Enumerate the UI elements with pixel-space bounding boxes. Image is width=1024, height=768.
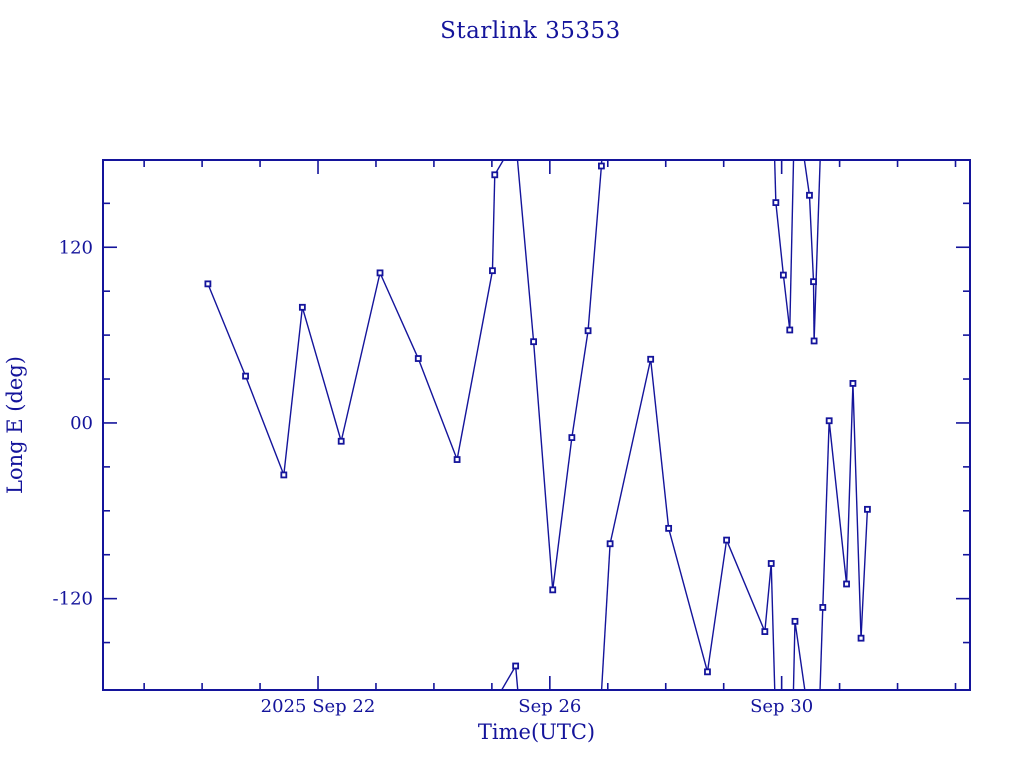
svg-text:Sep 26: Sep 26 — [518, 696, 581, 717]
chart-title: Starlink 35353 — [440, 18, 621, 44]
data-series-line — [207, 160, 869, 690]
svg-text:Sep 30: Sep 30 — [750, 696, 813, 717]
data-point-markers — [204, 162, 871, 676]
axis-ticks — [103, 160, 970, 690]
svg-text:00: 00 — [70, 413, 93, 434]
x-axis-label: Time(UTC) — [478, 720, 595, 744]
svg-text:2025 Sep 22: 2025 Sep 22 — [261, 696, 376, 717]
plot-frame — [102, 159, 971, 691]
svg-text:120: 120 — [59, 237, 93, 258]
svg-text:-120: -120 — [53, 589, 93, 610]
axis-tick-labels: 2025 Sep 22 Sep 26 Sep 30 120 00 -120 — [53, 237, 814, 717]
y-axis-label: Long E (deg) — [3, 356, 27, 494]
